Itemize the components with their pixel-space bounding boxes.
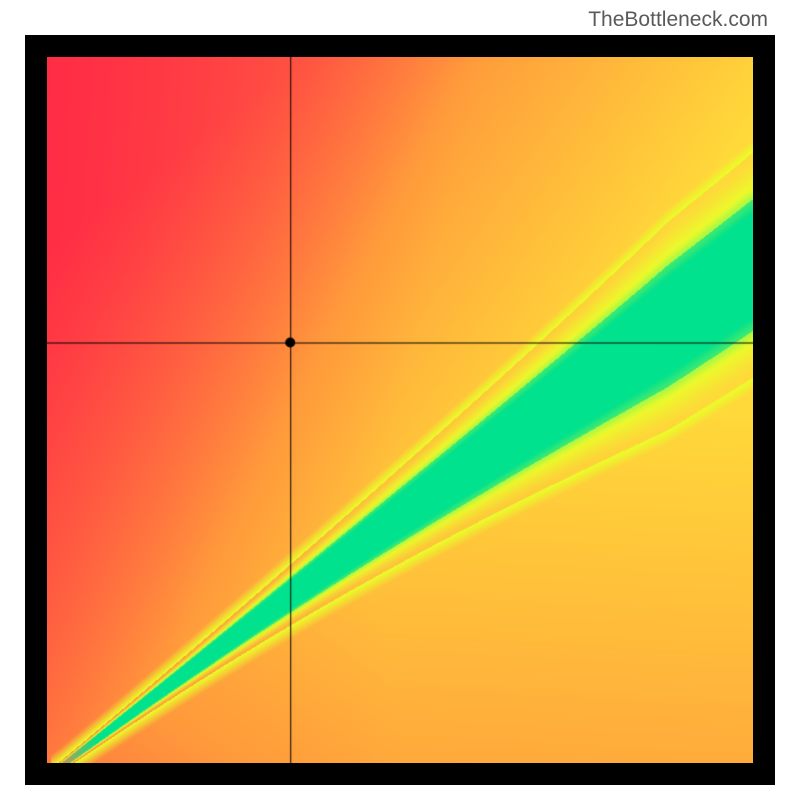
watermark-text: TheBottleneck.com <box>588 8 768 32</box>
bottleneck-heatmap <box>47 57 753 763</box>
